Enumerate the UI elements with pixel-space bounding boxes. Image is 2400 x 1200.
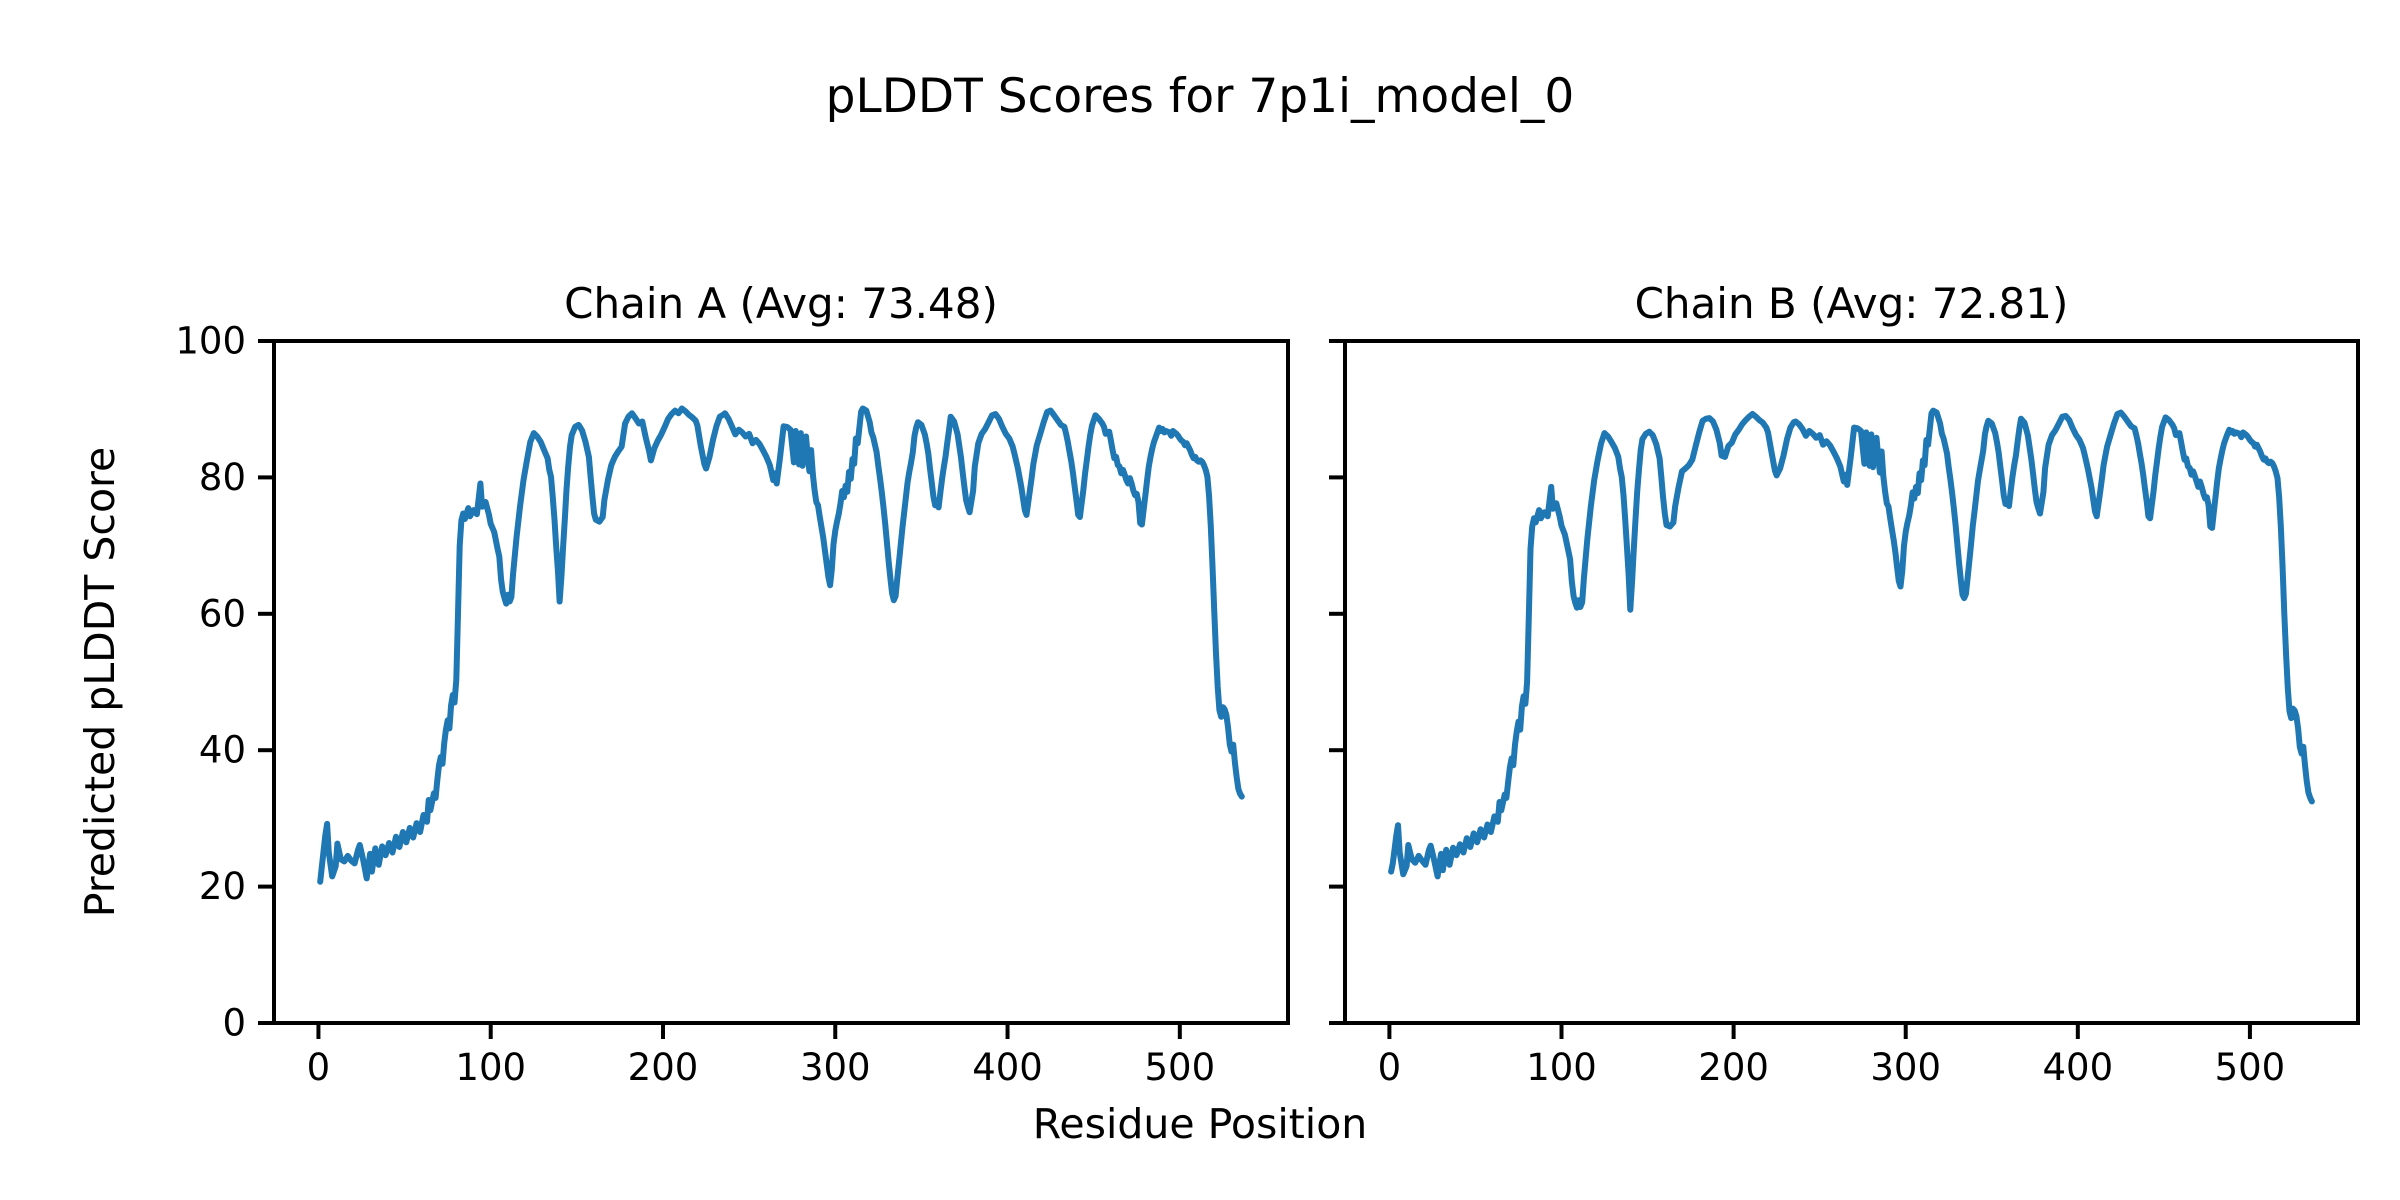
chain-a-y-tick-label: 80 — [199, 456, 246, 499]
figure-title: pLDDT Scores for 7p1i_model_0 — [825, 69, 1575, 124]
chain-b-x-tick-label: 500 — [2215, 1046, 2286, 1089]
chain-b-x-tick-label: 0 — [1378, 1046, 1402, 1089]
xaxis-label: Residue Position — [1032, 1100, 1368, 1148]
chain-b-axes-frame — [1343, 339, 2360, 1025]
chain-a-y-tick-label: 20 — [199, 865, 246, 908]
chain-a-axes-frame — [272, 339, 1290, 1025]
chain-b-x-tick-label: 400 — [2043, 1046, 2114, 1089]
chain-a-x-tick-label: 300 — [800, 1046, 871, 1089]
chain-a-plddt-line — [317, 405, 1245, 885]
chain-a-x-tick-label: 400 — [972, 1046, 1043, 1089]
chain-a-x-tick-label: 0 — [307, 1046, 331, 1089]
chain-a-y-tick-label: 100 — [175, 320, 246, 363]
chain-a-x-tick-label: 200 — [628, 1046, 699, 1089]
chain-b-x-tick-label: 100 — [1526, 1046, 1597, 1089]
subplot-title-chain-a: Chain A (Avg: 73.48) — [564, 279, 998, 328]
chain-a-y-tick-label: 40 — [199, 729, 246, 772]
chain-a-x-tick-label: 500 — [1144, 1046, 1215, 1089]
chain-a-y-tick-label: 60 — [199, 592, 246, 635]
subplot-title-chain-b: Chain B (Avg: 72.81) — [1634, 279, 2069, 328]
chain-a-x-tick-label: 100 — [455, 1046, 526, 1089]
chain-b-x-tick-label: 200 — [1698, 1046, 1769, 1089]
chain-b-x-tick-label: 300 — [1870, 1046, 1941, 1089]
chain-a-y-tick-label: 0 — [222, 1002, 246, 1045]
chain-b-plddt-line — [1388, 407, 2315, 880]
